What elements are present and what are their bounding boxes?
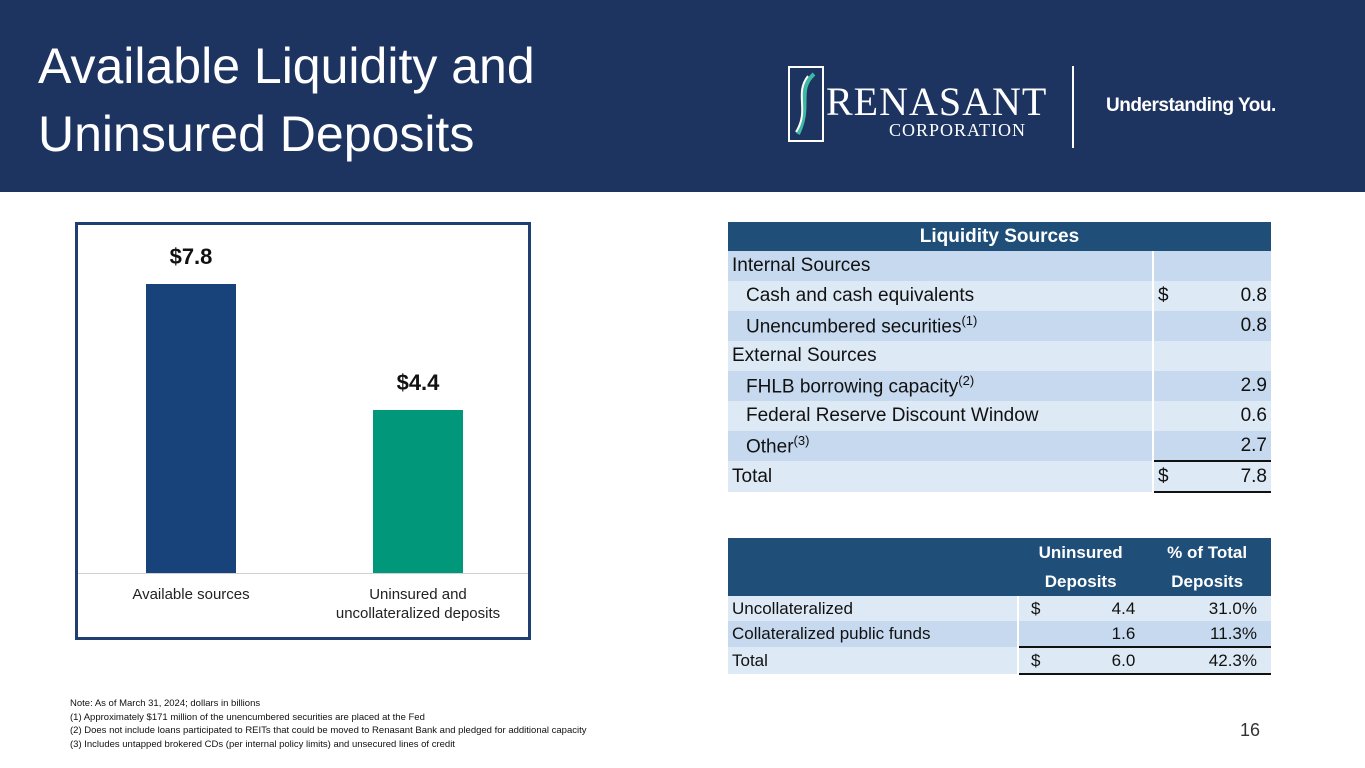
currency: [1153, 251, 1182, 281]
tagline: Understanding You.: [1106, 95, 1276, 116]
logo-mark: [788, 66, 824, 142]
table-row: FHLB borrowing capacity(2) 2.9: [728, 371, 1271, 401]
label-text: Unencumbered securities: [746, 316, 962, 338]
label-text: Cash and cash equivalents: [746, 285, 975, 306]
table-row: Total $7.8: [728, 460, 1271, 493]
footnotes: Note: As of March 31, 2024; dollars in b…: [70, 697, 586, 751]
bar: [373, 409, 463, 573]
header-band: [0, 0, 1365, 192]
header-blank: [728, 538, 1018, 596]
table-row: Federal Reserve Discount Window 0.6: [728, 401, 1271, 431]
label-text: Federal Reserve Discount Window: [746, 405, 1039, 426]
table-row: External Sources: [728, 341, 1271, 371]
currency: $: [1153, 281, 1182, 311]
value-text: 2.7: [1240, 434, 1267, 456]
value-text: 0.8: [1240, 285, 1267, 306]
currency-sign: $: [1158, 465, 1169, 487]
value-text: 0.8: [1240, 315, 1267, 336]
label-text: FHLB borrowing capacity: [746, 376, 959, 398]
currency: [1153, 431, 1182, 461]
logo-name: RENASANT: [826, 79, 1048, 124]
currency: [1153, 341, 1182, 371]
currency: [1153, 311, 1182, 341]
footnote: (3) Includes untapped brokered CDs (per …: [70, 738, 455, 750]
value-label: $4.4: [396, 369, 440, 395]
uninsured-value: 1.6: [1111, 623, 1136, 643]
logo-sub: CORPORATION: [889, 120, 1027, 140]
column-header: % of Total Deposits: [1143, 538, 1271, 596]
currency-sign: $: [1031, 598, 1041, 618]
value: [1182, 341, 1271, 371]
row-label: FHLB borrowing capacity(2): [728, 371, 1154, 401]
category-label: Uninsured and uncollateralized deposits: [335, 586, 501, 622]
footnote-ref: (3): [793, 433, 810, 449]
table-row: Unencumbered securities(1) 0.8: [728, 311, 1271, 341]
deposits-table: Uninsured Deposits% of Total Deposits Unc…: [728, 538, 1271, 675]
currency: $: [1018, 646, 1053, 675]
row-label: Other(3): [728, 431, 1154, 461]
footnote-ref: (2): [958, 373, 975, 389]
slide-title: Available Liquidity and Uninsured Deposi…: [38, 38, 535, 162]
table-title: Liquidity Sources: [728, 222, 1271, 251]
row-label: Uncollateralized: [728, 596, 1019, 621]
row-label: Internal Sources: [728, 251, 1154, 281]
liquidity-table: Liquidity Sources Internal Sources Cash an…: [728, 222, 1271, 493]
table-row: Collateralized public funds 1.6 11.3%: [728, 621, 1271, 647]
divider: [1072, 66, 1074, 148]
currency-sign: $: [1158, 285, 1169, 306]
footnote: Note: As of March 31, 2024; dollars in b…: [70, 698, 261, 709]
row-label: Collateralized public funds: [728, 621, 1019, 647]
footnote: (2) Does not include loans participated …: [70, 725, 587, 736]
header-row: Liquidity Sources: [728, 222, 1271, 251]
footnote-ref: (1): [961, 313, 978, 329]
value-text: 2.9: [1240, 375, 1267, 396]
row-label: External Sources: [728, 341, 1154, 371]
value-label: $7.8: [169, 244, 213, 269]
row-label: Federal Reserve Discount Window: [728, 401, 1154, 431]
pct-value: 42.3%: [1143, 646, 1271, 675]
row-label: Total: [728, 461, 1154, 492]
baseline: [78, 573, 528, 574]
row-label: Cash and cash equivalents: [728, 281, 1154, 311]
currency: $: [1153, 460, 1182, 493]
value: 7.8: [1182, 460, 1271, 493]
pct-value: 11.3%: [1210, 623, 1257, 643]
pct-value: 31.0%: [1208, 598, 1257, 618]
uninsured-value: 4.4: [1111, 598, 1136, 618]
footnote: (1) Approximately $171 million of the un…: [70, 711, 425, 723]
currency: [1153, 401, 1182, 431]
value: 0.8: [1182, 281, 1271, 311]
table-row: Uncollateralized $4.4 31.0%: [728, 596, 1271, 621]
value: 2.7: [1182, 431, 1271, 461]
label-text: Internal Sources: [732, 255, 871, 276]
value: [1182, 251, 1271, 281]
table-row: Cash and cash equivalents $0.8: [728, 281, 1271, 311]
uninsured-value: 6.0: [1053, 646, 1144, 675]
row-label: Unencumbered securities(1): [728, 311, 1154, 341]
table-row: Internal Sources: [728, 251, 1271, 281]
chart-frame: [75, 222, 531, 640]
page-number: 16: [1240, 720, 1261, 740]
value: 0.6: [1182, 401, 1271, 431]
column-header: Uninsured Deposits: [1018, 538, 1144, 596]
header-row: Uninsured Deposits% of Total Deposits: [728, 538, 1271, 596]
category-label: Available sources: [132, 586, 250, 603]
value-text: 0.6: [1240, 405, 1267, 426]
currency-sign: $: [1031, 650, 1041, 670]
currency: $: [1018, 596, 1053, 621]
currency: [1153, 371, 1182, 401]
table-row: Total $6.0 42.3%: [728, 646, 1271, 675]
value: 0.8: [1182, 311, 1271, 341]
table-row: Other(3) 2.7: [728, 431, 1271, 461]
value-text: 7.8: [1240, 465, 1267, 487]
label-text: Other: [746, 436, 794, 458]
label-text: Total: [732, 465, 773, 487]
label-text: External Sources: [732, 345, 877, 366]
value: 2.9: [1182, 371, 1271, 401]
bar: [146, 284, 236, 573]
currency: [1018, 621, 1053, 647]
row-label: Total: [728, 647, 1019, 674]
